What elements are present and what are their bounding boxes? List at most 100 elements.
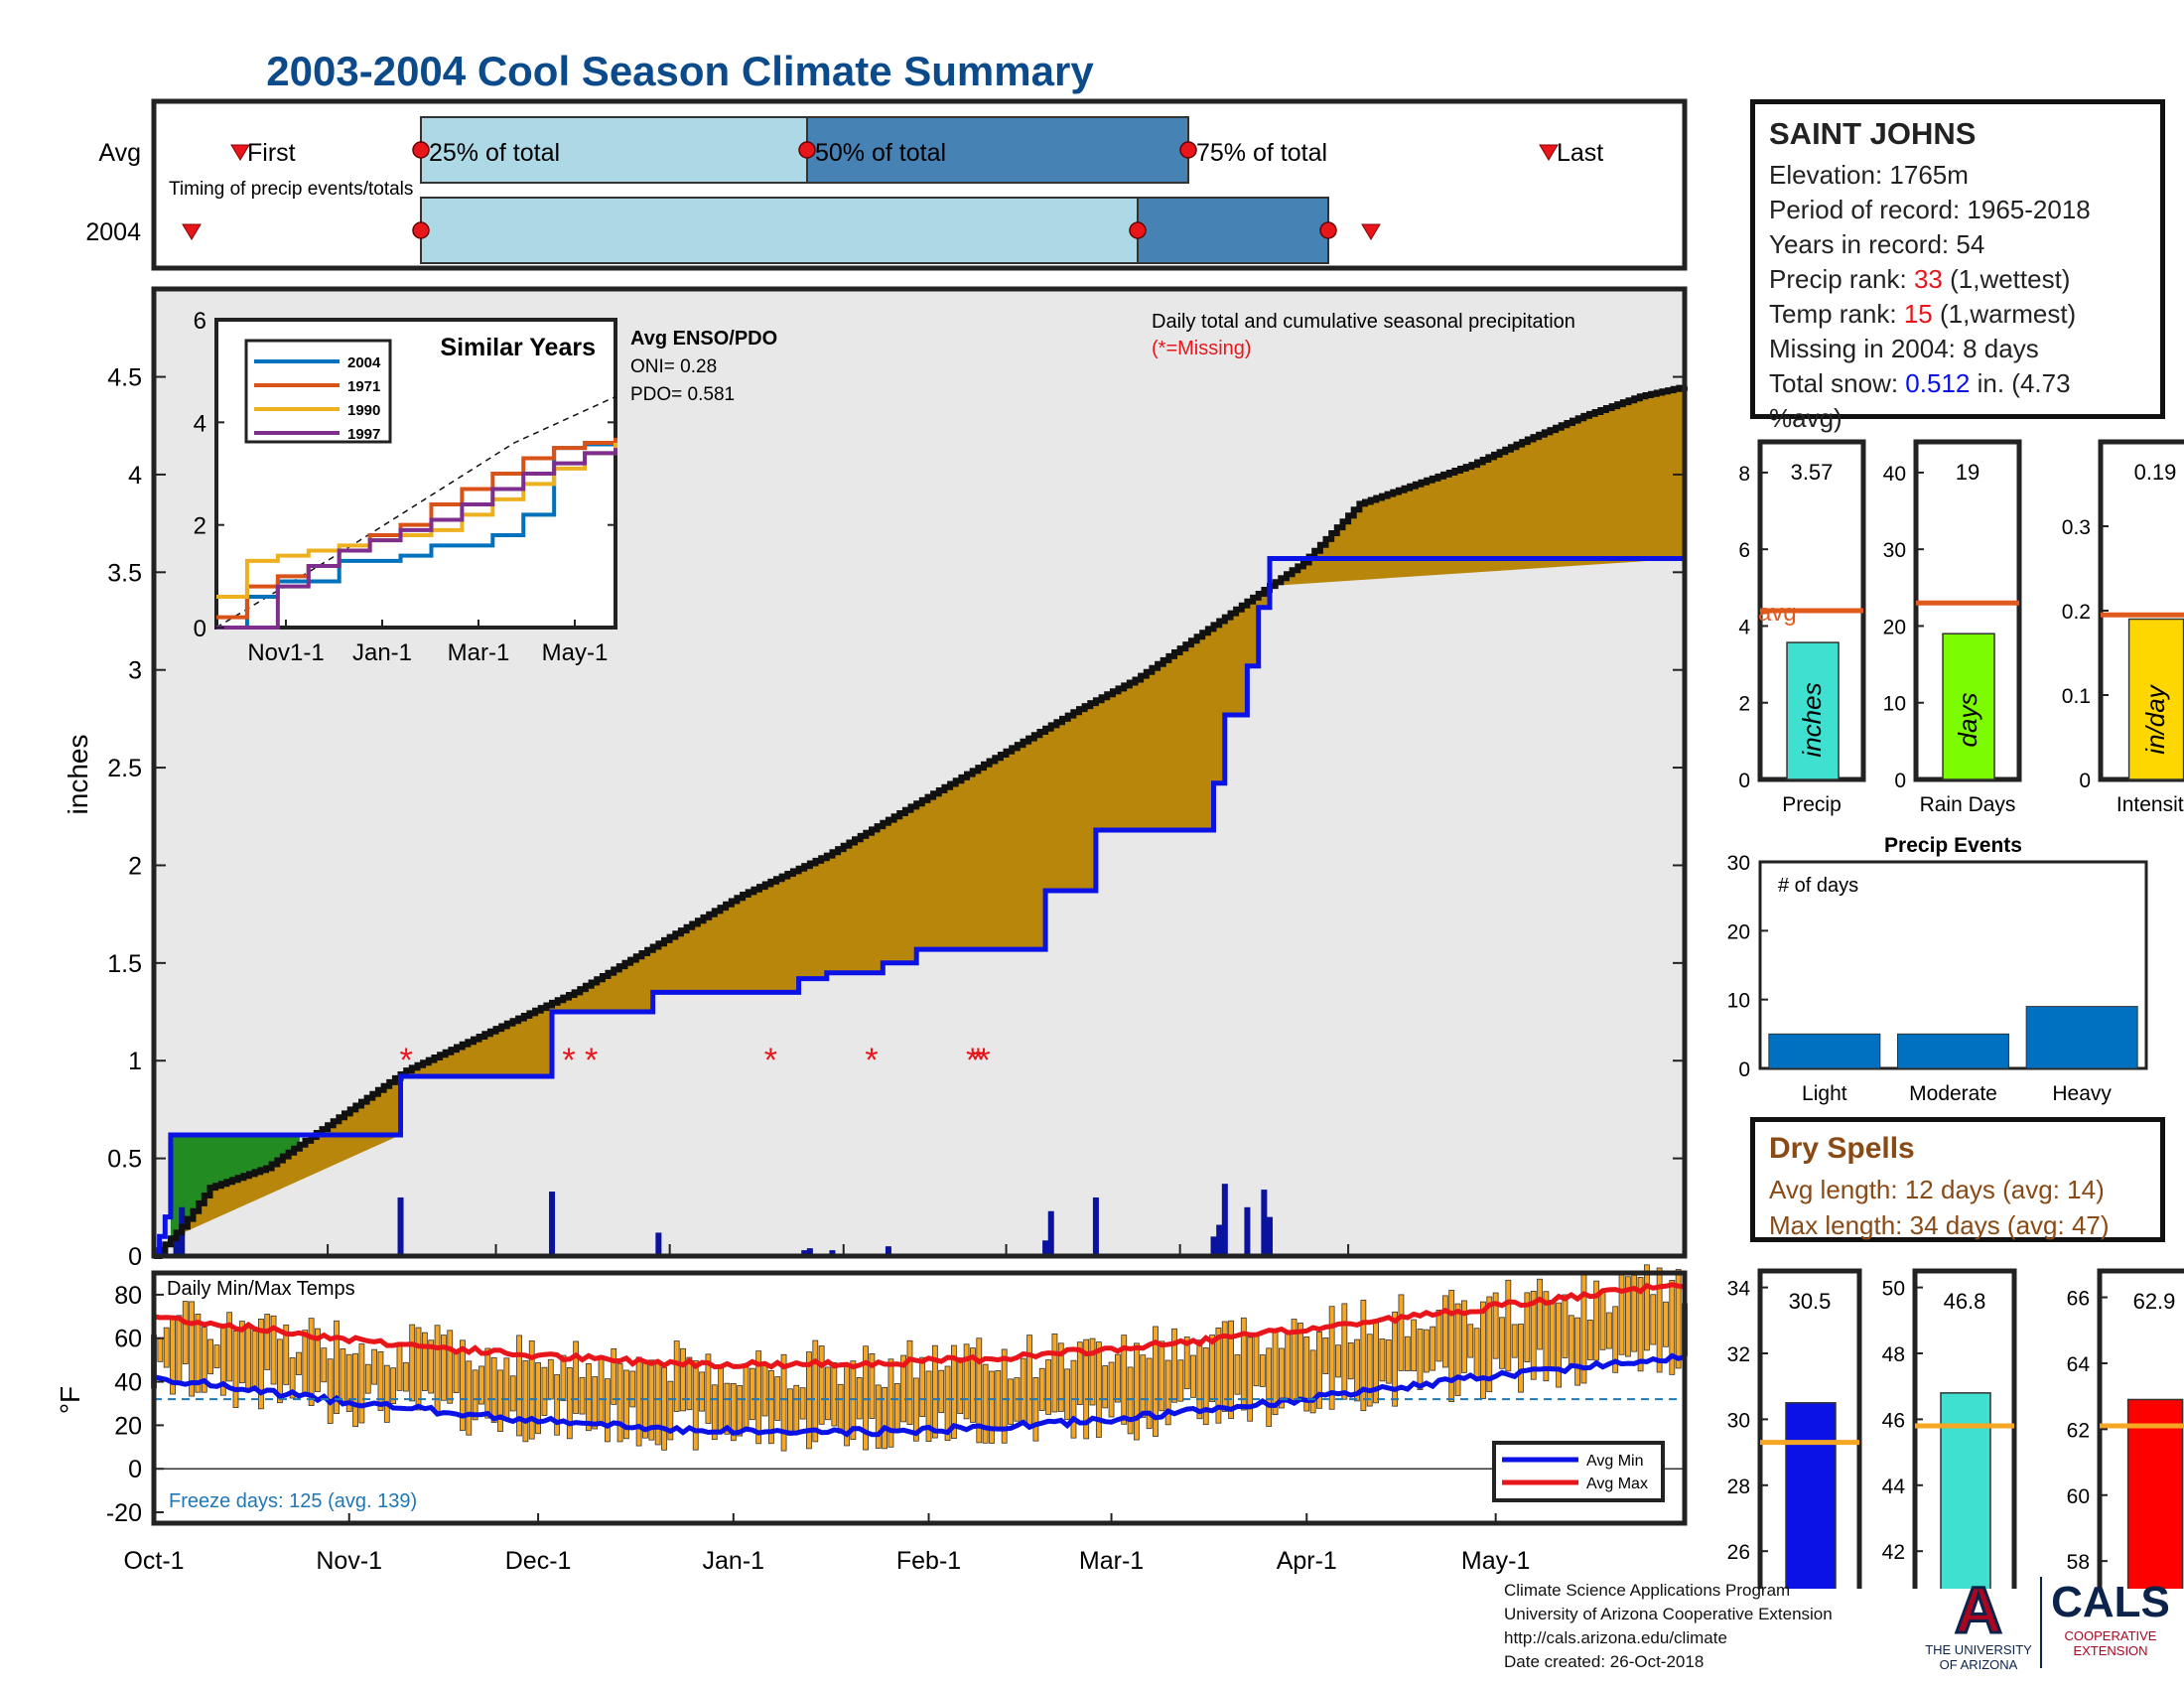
event-label: Heavy [2052, 1082, 2112, 1105]
temp-bar [900, 1354, 907, 1423]
temp-bar [989, 1370, 995, 1444]
legend-avg-min: Avg Min [1586, 1453, 1644, 1470]
temp-bar [579, 1376, 586, 1415]
year-q75-dot [1319, 221, 1337, 239]
temp-bar [799, 1387, 806, 1420]
station-years: Years in record: 54 [1769, 229, 1985, 259]
q50-label: 50% of total [815, 139, 946, 167]
temp-bar [352, 1352, 358, 1428]
temp-bar [1612, 1306, 1619, 1373]
temp-bar [1518, 1324, 1524, 1393]
inset-legend-label: 1971 [347, 378, 380, 395]
temp-bar [1347, 1342, 1354, 1380]
temp-bar [982, 1363, 989, 1444]
temp-bar [598, 1355, 605, 1423]
temp-bar [831, 1361, 838, 1427]
temp-bar [699, 1371, 705, 1412]
station-period: Period of record: 1965-2018 [1769, 195, 2091, 224]
temp-bar [1624, 1276, 1631, 1357]
temp-bar [522, 1359, 529, 1443]
station-info-box: SAINT JOHNS Elevation: 1765m Period of r… [1750, 99, 2165, 433]
temp-bar [195, 1313, 202, 1393]
y-tick-label: 4.5 [107, 364, 142, 392]
inset-title: Similar Years [440, 334, 596, 361]
value-bar [1786, 641, 1840, 780]
y-tick-label: 10 [1727, 990, 1750, 1013]
temp-bar [604, 1378, 611, 1443]
temp-bar [1322, 1337, 1329, 1374]
credit-line: University of Arizona Cooperative Extens… [1504, 1605, 1833, 1623]
timing-panel: Avg 2004 First 25% of total 50% of total… [85, 98, 1688, 271]
inset-x-label: Mar-1 [448, 639, 510, 666]
temp-bar [1586, 1320, 1593, 1360]
year-q1-box [420, 197, 1139, 264]
temp-bar [1278, 1347, 1285, 1409]
temp-bar [377, 1351, 384, 1411]
cals-line2: EXTENSION [2073, 1643, 2148, 1658]
y-tick-label: 0.3 [2062, 516, 2091, 539]
y-tick-label: 0 [1894, 770, 1906, 792]
month-label: Oct-1 [123, 1547, 184, 1575]
temp-bar [1177, 1359, 1184, 1402]
temp-bar [213, 1344, 220, 1369]
inset-x-label: Jan-1 [352, 639, 412, 666]
temp-bar [1266, 1347, 1273, 1427]
temp-bar [787, 1388, 793, 1436]
y-tick-label: 44 [1882, 1476, 1906, 1498]
y-tick-label: 8 [1738, 463, 1750, 486]
precip-ylabel: inches [63, 735, 93, 815]
y-tick-label: 30 [1727, 1409, 1750, 1432]
y-tick-label: 66 [2067, 1288, 2090, 1311]
temp-bar [806, 1351, 812, 1450]
temp-bar [1568, 1315, 1574, 1368]
year-q2-box [1137, 197, 1329, 264]
temp-bar [402, 1361, 409, 1392]
temp-bar [1159, 1340, 1165, 1412]
temp-bar [327, 1358, 334, 1424]
temp-bar [560, 1354, 567, 1402]
inset-series-1997 [216, 448, 617, 630]
temp-bar [466, 1360, 473, 1436]
daily-precip-bar [806, 1248, 813, 1256]
dry-avg-length: Avg length: 12 days (avg: 14) [1769, 1175, 2105, 1204]
temp-bar [1259, 1354, 1266, 1387]
y-tick-label: 2 [1738, 693, 1750, 716]
temp-bar [428, 1339, 435, 1394]
y-tick-label: 1.5 [107, 950, 142, 978]
temp-bar [705, 1353, 712, 1424]
precip-y-ticks: 0 0.5 1 1.5 2 2.5 3 3.5 4 4.5 [107, 364, 1685, 1271]
tmax-panel: 62.95860626466T-max [2067, 1268, 2184, 1589]
temp-bar [1114, 1353, 1121, 1403]
temp-bar [1209, 1335, 1215, 1402]
temp-y-label: 40 [114, 1369, 142, 1397]
precip-chart: * * * * * *** 00.511.522.533.544.5 inches Dai… [63, 286, 1688, 1271]
events-title: Precip Events [1884, 834, 2022, 857]
logo-divider [2040, 1577, 2042, 1668]
temp-bar [277, 1338, 283, 1404]
cals-word: CALS [2051, 1578, 2170, 1626]
value-label: 0.19 [2134, 460, 2177, 485]
temp-bar [415, 1327, 422, 1411]
temp-bar [629, 1370, 636, 1408]
daily-precip-bar [1216, 1224, 1223, 1256]
temp-bar [919, 1356, 926, 1418]
temp-bar [1234, 1353, 1241, 1395]
temp-bar [163, 1327, 170, 1368]
temp-bar [661, 1366, 667, 1451]
y-tick-label: 26 [1727, 1541, 1750, 1564]
temp-bar [528, 1339, 535, 1440]
y-tick-label: 28 [1727, 1476, 1750, 1498]
temp-bar [1618, 1272, 1625, 1355]
first-label: First [247, 139, 296, 167]
daily-precip-bar [549, 1192, 556, 1256]
temp-bar [1435, 1310, 1442, 1362]
daily-precip-bar [1210, 1236, 1217, 1256]
year-q50-dot [1129, 221, 1147, 239]
y-tick-label: 48 [1882, 1343, 1905, 1366]
temp-bar [1644, 1264, 1650, 1351]
value-bar [2126, 1398, 2184, 1589]
tmin-panel: 30.52628303234T-min [1727, 1268, 1862, 1589]
temp-bar [1228, 1320, 1235, 1419]
temp-bar [1164, 1359, 1171, 1426]
credit-link[interactable]: http://cals.arizona.edu/climate [1504, 1628, 1727, 1647]
